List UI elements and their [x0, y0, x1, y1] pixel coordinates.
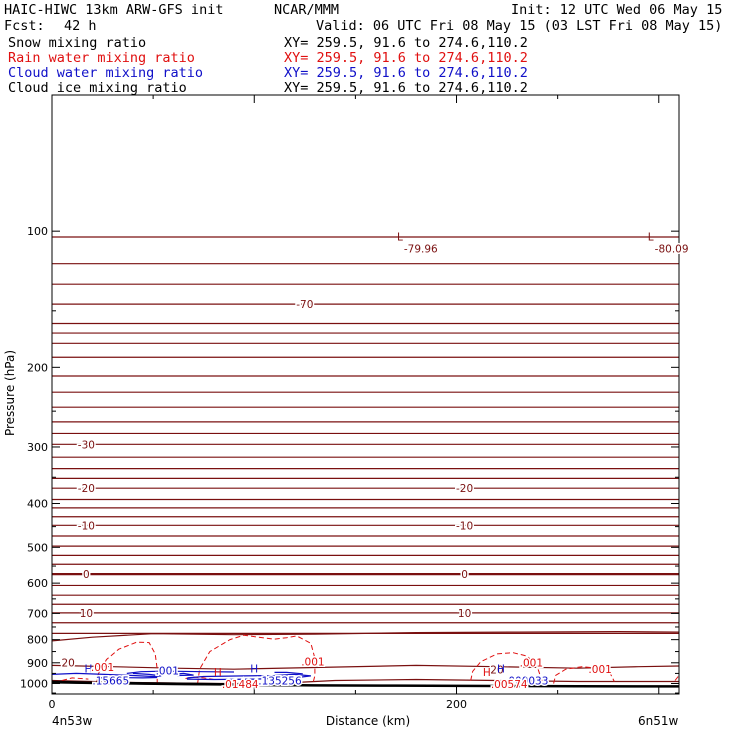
x-tick-label: 0 — [49, 698, 56, 711]
contour-value-label: .001 — [588, 664, 611, 676]
plot-border — [51, 94, 680, 695]
extremum-type: H — [214, 667, 222, 679]
field-xy-cloud-ice: XY= 259.5, 91.6 to 274.6,110.2 — [284, 80, 528, 96]
forecast-label: Fcst: — [4, 18, 45, 34]
extremum-value: -79.96 — [404, 243, 438, 255]
cloud-contour — [126, 670, 235, 674]
rain-contour — [197, 634, 316, 684]
temperature-contours — [51, 236, 680, 685]
extremum-value: -80.09 — [655, 243, 689, 255]
field-name-cloud-water: Cloud water mixing ratio — [8, 65, 204, 81]
cloud-contour — [274, 671, 303, 675]
isotherm-label: 0 — [83, 569, 90, 581]
y-axis-label: Pressure (hPa) — [3, 350, 17, 436]
header-valid: Valid: 06 UTC Fri 08 May 15 (03 LST Fri … — [316, 18, 723, 34]
field-name-rain: Rain water mixing ratio — [8, 50, 195, 66]
isotherm-label: -10 — [78, 520, 95, 532]
contour-labels: -70-30-20 -20-10 -100 010 102020L-79.96L-80.… — [60, 231, 690, 692]
extremum-value: .01484 — [222, 679, 259, 691]
y-tick-label: 800 — [27, 634, 48, 647]
terrain-line — [51, 681, 295, 687]
isotherm-label: 20 — [61, 658, 74, 670]
rain-contour — [553, 666, 615, 684]
extremum-type: L — [397, 231, 403, 243]
extremum-type: H — [483, 667, 491, 679]
extremum-type: H — [250, 663, 258, 675]
contour-value-label: .001 — [301, 657, 324, 669]
y-tick-label: 200 — [27, 361, 48, 374]
isotherm-label: -20 — [456, 483, 473, 495]
contour-value-label: .001 — [91, 662, 114, 674]
y-tick-label: 600 — [27, 577, 48, 590]
isotherm-label: -20 — [78, 483, 95, 495]
y-tick-label: 700 — [27, 607, 48, 620]
header-title: HAIC-HIWC 13km ARW-GFS init — [4, 2, 224, 18]
contour-value-label: .001 — [156, 665, 179, 677]
y-tick-label: 1000 — [20, 677, 48, 690]
field-name-snow: Snow mixing ratio — [8, 35, 147, 51]
isotherm-label: 10 — [80, 608, 93, 620]
field-xy-snow: XY= 259.5, 91.6 to 274.6,110.2 — [284, 35, 528, 51]
x-axis-label: Distance (km) — [326, 714, 410, 728]
contour-value-label: .001 — [520, 657, 543, 669]
forecast-value: 42 h — [64, 18, 97, 34]
field-xy-rain: XY= 259.5, 91.6 to 274.6,110.2 — [284, 50, 528, 66]
start-point-label: 4n53w — [52, 714, 93, 728]
isotherm-label: -10 — [456, 520, 473, 532]
extremum-type: H — [497, 663, 505, 675]
x-tick-label: 200 — [446, 698, 467, 711]
cloud-contour — [173, 672, 194, 677]
rain-contour — [674, 675, 680, 681]
terrain — [51, 680, 680, 688]
rain-contour — [96, 641, 158, 684]
isotherm-label: 10 — [458, 608, 471, 620]
y-tick-label: 400 — [27, 497, 48, 510]
isotherm-label: 20 — [490, 665, 503, 677]
cloud-contour — [51, 672, 162, 678]
isotherm-label: -30 — [78, 439, 95, 451]
isotherm — [51, 630, 680, 642]
cloud-contour — [186, 673, 311, 681]
extremum-value: .000033 — [505, 675, 548, 687]
header-org: NCAR/MMM — [274, 2, 340, 18]
field-xy-cloud-water: XY= 259.5, 91.6 to 274.6,110.2 — [284, 65, 528, 81]
extremum-type: L — [648, 231, 654, 243]
extremum-value: .15665 — [92, 675, 129, 687]
extremum-value: .00574 — [491, 679, 528, 691]
y-tick-label: 900 — [27, 657, 48, 670]
plot-frame — [51, 94, 680, 695]
header-init: Init: 12 UTC Wed 06 May 15 — [511, 2, 723, 18]
isotherm — [51, 664, 680, 670]
extremum-value: .135256 — [258, 675, 302, 687]
y-tick-label: 300 — [27, 441, 48, 454]
y-tick-label: 500 — [27, 541, 48, 554]
rain-contour — [470, 652, 544, 684]
end-point-label: 6n51w — [638, 714, 679, 728]
isotherm-label: -70 — [296, 299, 313, 311]
cloud-contours — [51, 670, 311, 681]
field-name-cloud-ice: Cloud ice mixing ratio — [8, 80, 187, 96]
y-tick-label: 100 — [27, 225, 48, 238]
extremum-type: H — [84, 663, 92, 675]
isotherm-label: 0 — [461, 569, 468, 581]
rain-contour — [61, 677, 89, 681]
